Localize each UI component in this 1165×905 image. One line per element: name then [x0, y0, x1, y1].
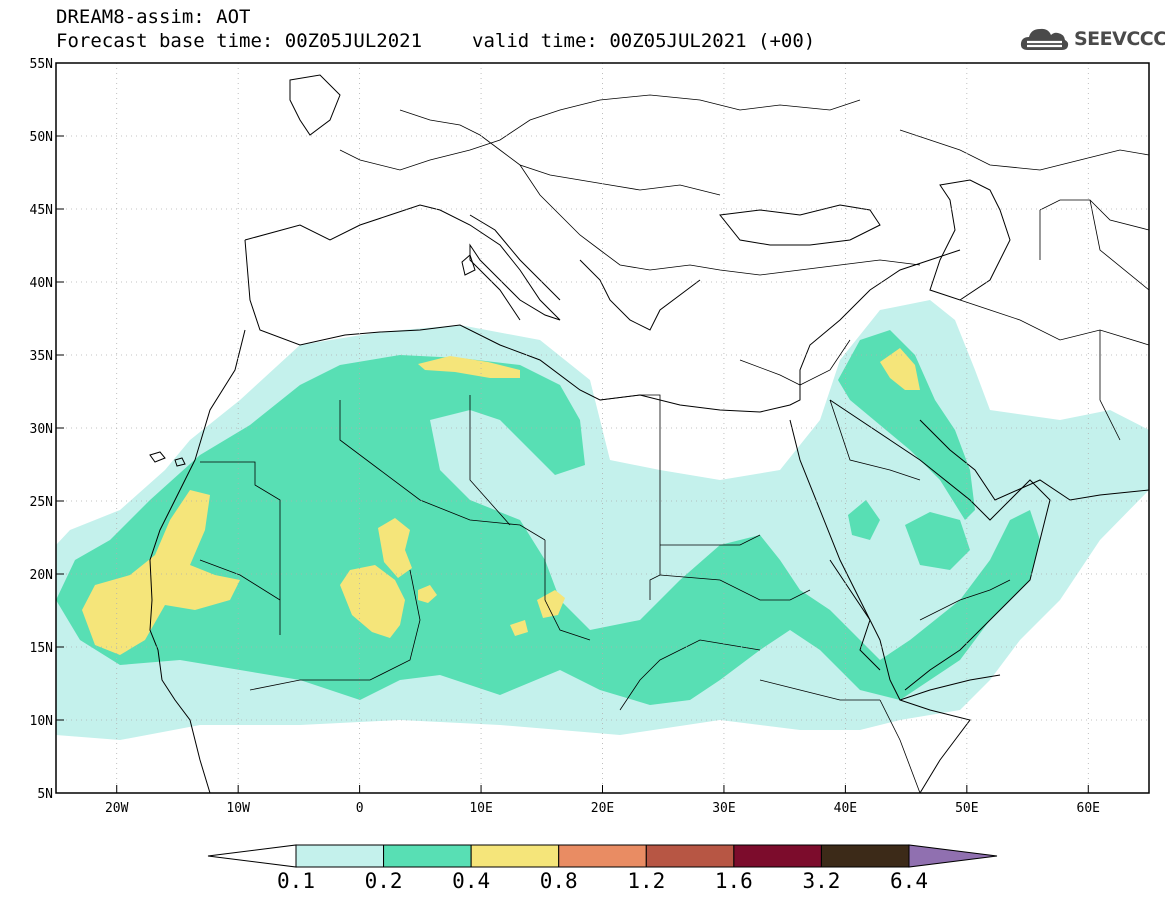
lat-tick-label: 45N — [30, 203, 53, 218]
cloud-icon — [1020, 28, 1069, 50]
lat-tick-label: 10N — [30, 714, 53, 729]
colorbar-segment — [295, 844, 385, 868]
aot-field — [56, 300, 1149, 740]
coastlines-and-borders — [149, 74, 1149, 793]
border — [829, 399, 921, 481]
border — [879, 699, 921, 793]
colorbar-level-label: 3.2 — [802, 869, 840, 893]
aot-band-0.4 — [378, 518, 412, 578]
lat-tick-label: 25N — [30, 495, 53, 510]
colorbar-segment — [820, 844, 910, 868]
colorbar-level-label: 0.1 — [277, 869, 315, 893]
border — [339, 400, 546, 541]
colorbar-level-label: 0.4 — [452, 869, 490, 893]
lat-tick-label: 20N — [30, 568, 53, 583]
lon-tick-label: 50E — [955, 801, 978, 816]
colorbar-under-triangle — [207, 844, 297, 868]
border — [249, 569, 421, 691]
aot-band-0.4 — [418, 585, 437, 603]
border — [759, 679, 880, 701]
political-borders — [199, 94, 1149, 793]
aot-band-0.4 — [340, 565, 405, 638]
border — [739, 339, 851, 386]
aot-band-0.4 — [537, 590, 565, 618]
colorbar-segment — [558, 844, 647, 868]
lat-tick-label: 55N — [30, 57, 53, 72]
border — [1039, 199, 1149, 291]
coastline-east-africa — [899, 699, 971, 793]
coastline-arabian-peninsula-interior — [829, 559, 881, 671]
border — [200, 461, 281, 635]
aot-band-0.4 — [82, 490, 240, 655]
aot-band-0.2 — [848, 500, 880, 540]
colorbar-level-label: 0.2 — [365, 869, 403, 893]
lat-tick-label: 15N — [30, 641, 53, 656]
colorbar-segment — [645, 844, 735, 868]
coastline-caspian — [929, 179, 1011, 301]
coastline-canary-islands — [149, 451, 186, 467]
lat-tick-label: 30N — [30, 422, 53, 437]
border — [339, 94, 861, 171]
coastline-west-africa — [149, 329, 246, 793]
border — [619, 639, 761, 711]
lon-tick-label: 10E — [469, 801, 492, 816]
forecast-base-time: Forecast base time: 00Z05JUL2021 — [56, 30, 423, 52]
aot-band-0.2 — [838, 330, 975, 520]
border — [399, 109, 721, 196]
logo-text: SEEVCCC — [1074, 28, 1165, 50]
lat-tick-label: 35N — [30, 349, 53, 364]
lon-tick-label: 20W — [105, 801, 129, 816]
lon-tick-label: 30E — [712, 801, 735, 816]
colorbar-level-label: 0.8 — [540, 869, 578, 893]
lon-tick-label: 60E — [1077, 801, 1100, 816]
border — [919, 579, 1011, 621]
aot-band-0.4 — [418, 356, 520, 378]
aot-band-0.2 — [905, 512, 970, 570]
lon-tick-label: 20E — [591, 801, 614, 816]
colorbar-over-triangle — [908, 844, 998, 868]
border — [599, 394, 661, 600]
colorbar-level-label: 1.2 — [627, 869, 665, 893]
coastline-black-sea — [719, 204, 881, 246]
coastline-red-sea — [789, 419, 1001, 701]
seevccc-logo: SEEVCCC — [1018, 22, 1165, 56]
aot-band-0.2 — [56, 355, 1040, 705]
border — [519, 164, 921, 276]
lon-tick-label: 40E — [834, 801, 857, 816]
lon-tick-label: 0 — [356, 801, 364, 816]
coastline-british-isles — [289, 74, 341, 136]
border — [544, 540, 591, 641]
colorbar: 0.1 0.2 0.4 0.8 1.2 1.6 3.2 6.4 — [207, 844, 998, 893]
map-title: DREAM8-assim: AOT — [56, 6, 251, 28]
lat-tick-label: 40N — [30, 276, 53, 291]
valid-time: valid time: 00Z05JUL2021 (+00) — [472, 30, 816, 52]
colorbar-segment — [383, 844, 472, 868]
border — [469, 395, 511, 526]
lon-axis: 20W 10W 0 10E 20E 30E 40E 50E 60E — [105, 785, 1100, 816]
colorbar-segment — [470, 844, 560, 868]
border — [1099, 330, 1121, 441]
border — [899, 129, 1149, 171]
time-info: Forecast base time: 00Z05JUL2021 valid ti… — [56, 30, 815, 52]
aot-band-0.4 — [880, 348, 920, 390]
lat-tick-label: 5N — [37, 787, 53, 802]
border — [660, 534, 761, 546]
colorbar-level-label: 6.4 — [890, 869, 928, 893]
border — [659, 574, 811, 601]
coastline-italy — [461, 214, 561, 301]
lat-axis: 55N 50N 45N 40N 35N 30N 25N 20N 15N 10N 5N — [30, 57, 64, 802]
coastline-arabia — [829, 399, 1051, 691]
border — [1039, 199, 1149, 231]
lon-tick-label: 10W — [226, 801, 250, 816]
colorbar-segment — [733, 844, 822, 868]
aot-band-0.4 — [510, 620, 528, 636]
border — [959, 299, 1149, 346]
lat-tick-label: 50N — [30, 130, 53, 145]
coastline-gulf — [919, 419, 1149, 501]
border — [199, 559, 281, 601]
colorbar-level-label: 1.6 — [715, 869, 753, 893]
coastline-greece — [579, 259, 701, 331]
